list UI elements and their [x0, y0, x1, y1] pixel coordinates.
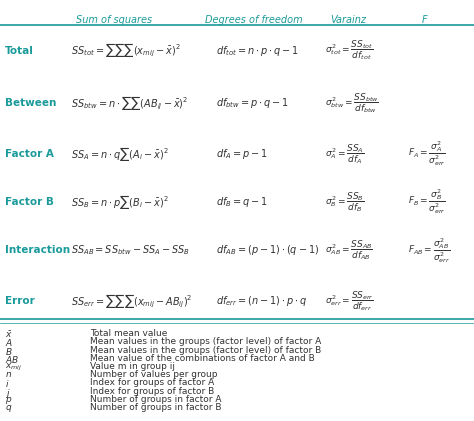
Text: $F_{AB} = \dfrac{\sigma^2_{AB}}{\sigma^2_{err}}$: $F_{AB} = \dfrac{\sigma^2_{AB}}{\sigma^2…	[408, 236, 450, 265]
Text: Factor A: Factor A	[5, 149, 54, 159]
Text: $df_{tot} = n \cdot p \cdot q - 1$: $df_{tot} = n \cdot p \cdot q - 1$	[216, 43, 299, 58]
Text: $F_B = \dfrac{\sigma^2_B}{\sigma^2_{err}}$: $F_B = \dfrac{\sigma^2_B}{\sigma^2_{err}…	[408, 188, 446, 216]
Text: $x_{mij}$: $x_{mij}$	[5, 362, 22, 373]
Text: $\sigma^2_{err} = \dfrac{SS_{err}}{df_{err}}$: $\sigma^2_{err} = \dfrac{SS_{err}}{df_{e…	[325, 289, 374, 313]
Text: $\sigma^2_{tot} = \dfrac{SS_{tot}}{df_{tot}}$: $\sigma^2_{tot} = \dfrac{SS_{tot}}{df_{t…	[325, 39, 373, 62]
Text: Mean values in the groups (factor level) of factor B: Mean values in the groups (factor level)…	[90, 346, 321, 354]
Text: Error: Error	[5, 296, 35, 306]
Text: $df_{btw} = p \cdot q - 1$: $df_{btw} = p \cdot q - 1$	[216, 96, 289, 110]
Text: Between: Between	[5, 98, 56, 108]
Text: Mean values in the groups (factor level) of factor A: Mean values in the groups (factor level)…	[90, 338, 321, 346]
Text: $df_B = q - 1$: $df_B = q - 1$	[216, 195, 268, 209]
Text: Index for groups of factor B: Index for groups of factor B	[90, 386, 214, 396]
Text: $df_{err} = (n - 1) \cdot p \cdot q$: $df_{err} = (n - 1) \cdot p \cdot q$	[216, 294, 307, 308]
Text: $p$: $p$	[5, 395, 12, 406]
Text: $SS_{err} = \sum\sum\sum(x_{mij} - AB_{ij})^2$: $SS_{err} = \sum\sum\sum(x_{mij} - AB_{i…	[71, 292, 192, 310]
Text: $SS_A = n \cdot q\sum(A_i - \bar{x})^2$: $SS_A = n \cdot q\sum(A_i - \bar{x})^2$	[71, 145, 169, 163]
Text: Number of values per group: Number of values per group	[90, 370, 218, 379]
Text: Index for groups of factor A: Index for groups of factor A	[90, 378, 214, 387]
Text: $SS_B = n \cdot p\sum(B_i - \bar{x})^2$: $SS_B = n \cdot p\sum(B_i - \bar{x})^2$	[71, 193, 169, 211]
Text: $SS_{tot} = \sum\sum\sum(x_{mij} - \bar{x})^2$: $SS_{tot} = \sum\sum\sum(x_{mij} - \bar{…	[71, 42, 181, 59]
Text: Sum of squares: Sum of squares	[76, 15, 152, 25]
Text: $AB$: $AB$	[5, 354, 19, 365]
Text: Interaction: Interaction	[5, 245, 70, 256]
Text: Total: Total	[5, 45, 34, 56]
Text: $\sigma^2_B = \dfrac{SS_B}{df_B}$: $\sigma^2_B = \dfrac{SS_B}{df_B}$	[325, 190, 364, 214]
Text: $A$: $A$	[5, 338, 13, 349]
Text: $j$: $j$	[5, 386, 10, 400]
Text: Value m in group ij: Value m in group ij	[90, 362, 175, 371]
Text: Mean value of the combinations of factor A and B: Mean value of the combinations of factor…	[90, 354, 315, 363]
Text: $\sigma^2_{AB} = \dfrac{SS_{AB}}{df_{AB}}$: $\sigma^2_{AB} = \dfrac{SS_{AB}}{df_{AB}…	[325, 239, 373, 262]
Text: Number of groups in factor A: Number of groups in factor A	[90, 395, 221, 404]
Text: Factor B: Factor B	[5, 197, 54, 207]
Text: $SS_{btw} = n \cdot \sum\sum(AB_{ij} - \bar{x})^2$: $SS_{btw} = n \cdot \sum\sum(AB_{ij} - \…	[71, 94, 189, 112]
Text: Number of groups in factor B: Number of groups in factor B	[90, 403, 221, 412]
Text: $n$: $n$	[5, 370, 12, 379]
Text: $df_{AB} = (p - 1) \cdot (q - 1)$: $df_{AB} = (p - 1) \cdot (q - 1)$	[216, 243, 319, 258]
Text: $\sigma^2_A = \dfrac{SS_A}{df_A}$: $\sigma^2_A = \dfrac{SS_A}{df_A}$	[325, 142, 364, 165]
Text: $B$: $B$	[5, 346, 12, 357]
Text: Varainz: Varainz	[330, 15, 366, 25]
Text: $q$: $q$	[5, 403, 12, 414]
Text: $i$: $i$	[5, 378, 9, 389]
Text: $SS_{AB} = SS_{btw} - SS_A - SS_B$: $SS_{AB} = SS_{btw} - SS_A - SS_B$	[71, 244, 190, 257]
Text: $df_A = p - 1$: $df_A = p - 1$	[216, 147, 268, 161]
Text: $F_A = \dfrac{\sigma^2_A}{\sigma^2_{err}}$: $F_A = \dfrac{\sigma^2_A}{\sigma^2_{err}…	[408, 139, 446, 168]
Text: Degrees of freedom: Degrees of freedom	[205, 15, 302, 25]
Text: $\bar{x}$: $\bar{x}$	[5, 329, 12, 340]
Text: Total mean value: Total mean value	[90, 329, 167, 338]
Text: F: F	[421, 15, 427, 25]
Text: $\sigma^2_{btw} = \dfrac{SS_{btw}}{df_{btw}}$: $\sigma^2_{btw} = \dfrac{SS_{btw}}{df_{b…	[325, 91, 379, 115]
